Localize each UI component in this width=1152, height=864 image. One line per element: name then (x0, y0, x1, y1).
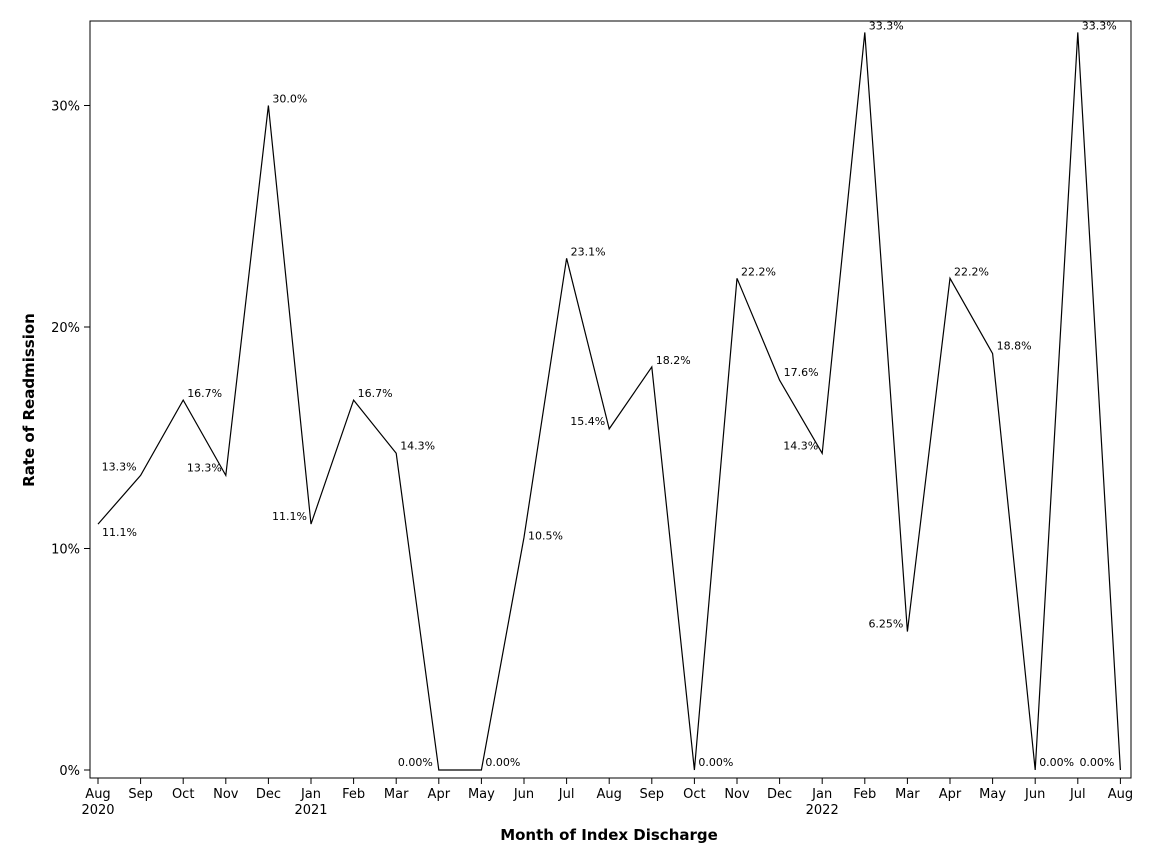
x-tick-label: Oct (683, 787, 705, 802)
x-tick-label: Jul (558, 787, 575, 802)
y-tick-label: 0% (59, 764, 80, 779)
data-label: 23.1% (571, 245, 606, 258)
data-label: 22.2% (741, 265, 776, 278)
x-tick-label: Jun (1024, 787, 1045, 802)
data-label: 30.0% (272, 93, 307, 106)
x-axis-title: Month of Index Discharge (500, 826, 718, 844)
x-tick-label: Sep (128, 787, 153, 802)
data-label: 13.3% (102, 460, 137, 473)
x-tick-label: Feb (342, 787, 365, 802)
data-label: 0.00% (398, 756, 433, 769)
data-label: 18.8% (997, 340, 1032, 353)
data-label: 0.00% (1079, 756, 1114, 769)
x-tick-label: Nov (724, 787, 750, 802)
data-label: 10.5% (528, 529, 563, 542)
x-tick-label: Apr (428, 787, 451, 802)
x-tick-label: Nov (213, 787, 239, 802)
x-tick-label: Sep (640, 787, 665, 802)
x-tick-label: Aug (597, 787, 622, 802)
x-tick-label: Jul (1069, 787, 1086, 802)
data-labels: 11.1% 13.3% 16.7% 13.3% 30.0% 11.1% 16.7% 14.3%… (102, 19, 1117, 769)
x-tick-label: Aug (1108, 787, 1133, 802)
data-label: 14.3% (783, 439, 818, 452)
data-label: 17.6% (784, 366, 819, 379)
y-tick-label: 10% (51, 543, 80, 558)
x-year-label: 2022 (806, 803, 839, 818)
x-tick-label: Mar (895, 787, 920, 802)
data-label: 33.3% (1082, 19, 1117, 32)
readmission-rate-line (97, 32, 1121, 771)
data-label: 11.1% (272, 510, 307, 523)
x-tick-label: Oct (172, 787, 194, 802)
x-year-label: 2020 (81, 803, 114, 818)
data-label: 14.3% (400, 439, 435, 452)
x-tick-label: May (979, 787, 1006, 802)
x-tick-label: Jan (300, 787, 321, 802)
x-tick-label: Jun (513, 787, 534, 802)
x-tick-label: Apr (939, 787, 962, 802)
data-label: 22.2% (954, 265, 989, 278)
y-axis: 0% 10% 20% 30% (51, 100, 90, 779)
y-tick-label: 30% (51, 100, 80, 115)
y-tick-label: 20% (51, 321, 80, 336)
data-label: 16.7% (187, 387, 222, 400)
data-label: 33.3% (869, 19, 904, 32)
data-label: 0.00% (485, 756, 520, 769)
y-axis-title: Rate of Readmission (20, 313, 38, 487)
data-label: 16.7% (358, 387, 393, 400)
data-label: 13.3% (187, 461, 222, 474)
data-label: 15.4% (570, 415, 605, 428)
x-tick-label: Dec (256, 787, 281, 802)
data-label: 18.2% (656, 354, 691, 367)
x-tick-label: Dec (767, 787, 792, 802)
data-label: 6.25% (868, 618, 903, 631)
x-tick-label: Aug (85, 787, 110, 802)
data-label: 0.00% (1039, 756, 1074, 769)
x-year-label: 2021 (294, 803, 327, 818)
data-label: 11.1% (102, 526, 137, 539)
x-tick-label: May (468, 787, 495, 802)
x-tick-label: Feb (853, 787, 876, 802)
x-tick-label: Jan (811, 787, 832, 802)
data-label: 0.00% (698, 756, 733, 769)
x-tick-label: Mar (384, 787, 409, 802)
plot-frame (89, 20, 1132, 779)
